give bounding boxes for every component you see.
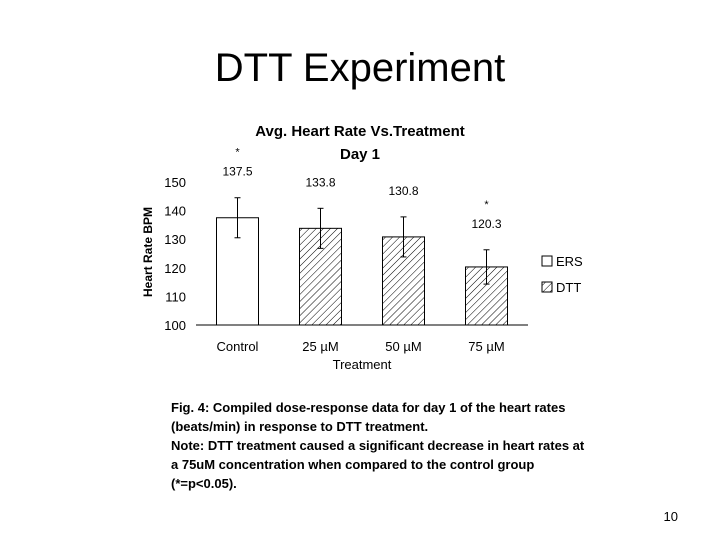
legend-swatch: [541, 281, 553, 293]
legend-label: ERS: [556, 254, 583, 269]
data-label: 133.8: [305, 175, 335, 189]
y-tick-label: 140: [164, 204, 186, 219]
y-tick-label: 150: [164, 175, 186, 190]
x-axis-label: Treatment: [333, 357, 392, 372]
significance-marker: *: [235, 147, 240, 159]
y-tick-label: 130: [164, 232, 186, 247]
slide-title: DTT Experiment: [214, 46, 506, 90]
legend-label: DTT: [556, 280, 581, 295]
chart-subtitle: Day 1: [340, 146, 380, 163]
data-label: 130.8: [388, 184, 418, 198]
y-tick-label: 110: [165, 289, 186, 304]
caption-figure-text: Fig. 4: Compiled dose-response data for …: [171, 400, 566, 434]
bar-chart: Avg. Heart Rate Vs.Treatment Day 1 Heart…: [141, 123, 583, 372]
data-label: 120.3: [471, 217, 501, 231]
slide-number: 10: [663, 509, 678, 524]
data-label: 137.5: [222, 165, 252, 179]
x-tick-label: Control: [217, 339, 259, 354]
x-tick-label: 50 µM: [385, 339, 421, 354]
y-axis-label: Heart Rate BPM: [141, 207, 155, 297]
significance-marker: *: [484, 199, 489, 211]
bar: [382, 236, 425, 326]
x-tick-label: 75 µM: [468, 339, 504, 354]
y-tick-label: 100: [164, 318, 186, 333]
x-tick-label: 25 µM: [302, 339, 338, 354]
y-tick-label: 120: [164, 261, 186, 276]
figure-caption: Fig. 4: Compiled dose-response data for …: [171, 398, 591, 493]
legend-swatch: [541, 255, 553, 267]
chart-title: Avg. Heart Rate Vs.Treatment: [255, 123, 465, 140]
caption-note-text: Note: DTT treatment caused a significant…: [171, 438, 585, 491]
